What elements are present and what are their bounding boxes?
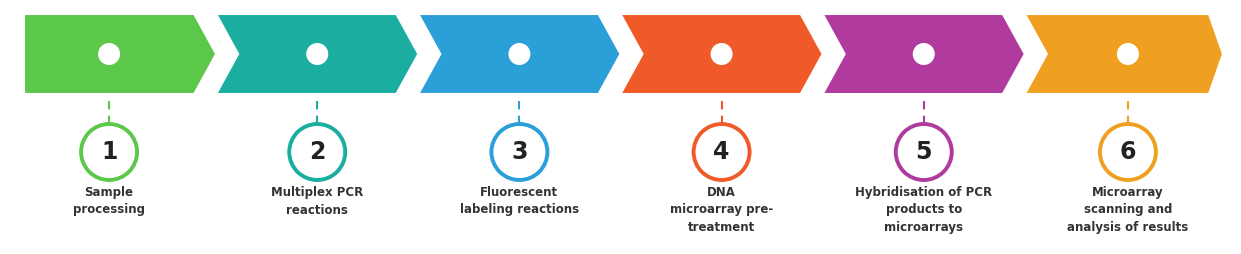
Circle shape (491, 124, 547, 180)
Circle shape (307, 43, 329, 65)
Polygon shape (24, 14, 216, 94)
Circle shape (289, 124, 345, 180)
Text: 5: 5 (916, 140, 932, 164)
Circle shape (509, 43, 530, 65)
Polygon shape (823, 14, 1025, 94)
Polygon shape (1025, 14, 1222, 94)
Text: Sample
processing: Sample processing (73, 186, 145, 216)
Circle shape (1117, 43, 1139, 65)
Polygon shape (418, 14, 620, 94)
Text: 2: 2 (309, 140, 325, 164)
Polygon shape (620, 14, 823, 94)
Text: 1: 1 (101, 140, 117, 164)
Text: Multiplex PCR
reactions: Multiplex PCR reactions (271, 186, 364, 216)
Circle shape (711, 43, 732, 65)
Circle shape (896, 124, 952, 180)
Text: Hybridisation of PCR
products to
microarrays: Hybridisation of PCR products to microar… (855, 186, 993, 234)
Circle shape (912, 43, 934, 65)
Text: 6: 6 (1119, 140, 1137, 164)
Circle shape (694, 124, 750, 180)
Text: 3: 3 (511, 140, 527, 164)
Text: 4: 4 (714, 140, 730, 164)
Text: Microarray
scanning and
analysis of results: Microarray scanning and analysis of resu… (1067, 186, 1189, 234)
Circle shape (81, 124, 137, 180)
Circle shape (1100, 124, 1155, 180)
Polygon shape (216, 14, 418, 94)
Text: Fluorescent
labeling reactions: Fluorescent labeling reactions (460, 186, 580, 216)
Circle shape (98, 43, 120, 65)
Text: DNA
microarray pre-
treatment: DNA microarray pre- treatment (670, 186, 773, 234)
